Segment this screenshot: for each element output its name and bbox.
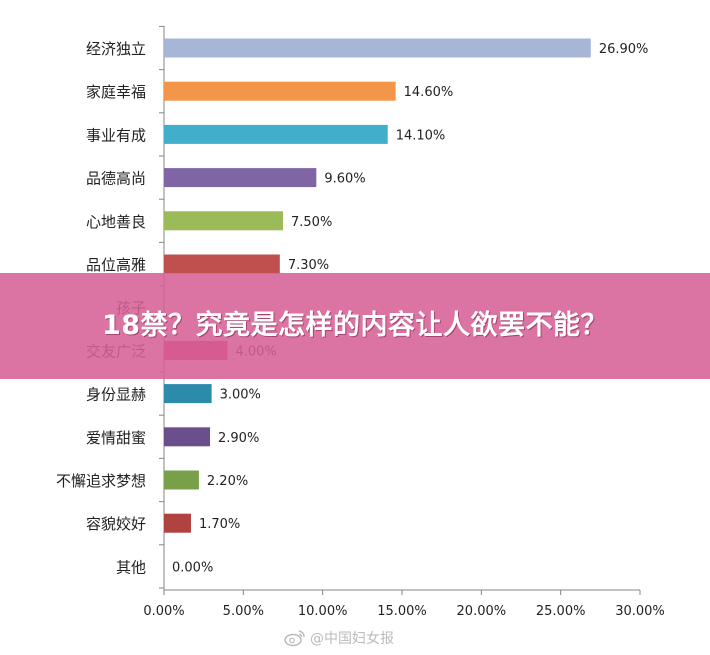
x-tick-label: 10.00% bbox=[298, 604, 348, 619]
data-label: 3.00% bbox=[220, 388, 261, 403]
category-label: 心地善良 bbox=[86, 213, 146, 231]
data-label: 2.20% bbox=[207, 474, 248, 489]
data-label: 7.30% bbox=[288, 258, 329, 273]
watermark: @中国妇女报 bbox=[284, 626, 394, 650]
x-tick-label: 20.00% bbox=[457, 604, 507, 619]
data-label: 9.60% bbox=[324, 172, 365, 187]
data-label: 1.70% bbox=[199, 517, 240, 532]
headline-text[interactable]: 18禁？究竟是怎样的内容让人欲罢不能？ bbox=[101, 310, 609, 341]
bar bbox=[164, 81, 396, 101]
bar bbox=[164, 254, 280, 274]
category-label: 其他 bbox=[116, 558, 146, 576]
x-tick-label: 30.00% bbox=[615, 604, 665, 619]
bar bbox=[164, 168, 317, 188]
data-label: 0.00% bbox=[172, 560, 213, 575]
x-tick-label: 25.00% bbox=[536, 604, 586, 619]
bar bbox=[164, 38, 591, 58]
data-label: 7.50% bbox=[291, 215, 332, 230]
weibo-icon bbox=[284, 629, 306, 647]
category-label: 事业有成 bbox=[86, 126, 146, 144]
x-tick-label: 5.00% bbox=[223, 604, 264, 619]
bar bbox=[164, 513, 191, 533]
data-label: 14.60% bbox=[404, 85, 454, 100]
headline-banner[interactable]: 18禁？究竟是怎样的内容让人欲罢不能？ bbox=[0, 273, 710, 379]
category-label: 品位高雅 bbox=[86, 256, 146, 274]
x-tick-label: 0.00% bbox=[143, 604, 184, 619]
bar bbox=[164, 124, 388, 144]
bar bbox=[164, 211, 283, 231]
data-label: 14.10% bbox=[396, 128, 446, 143]
category-label: 不懈追求梦想 bbox=[56, 472, 146, 490]
data-label: 2.90% bbox=[218, 431, 259, 446]
bar bbox=[164, 427, 211, 447]
category-label: 身份显赫 bbox=[86, 386, 146, 404]
category-label: 品德高尚 bbox=[86, 170, 146, 188]
category-label: 家庭幸福 bbox=[86, 83, 146, 101]
bar bbox=[164, 384, 212, 404]
data-label: 26.90% bbox=[599, 42, 649, 57]
watermark-text: @中国妇女报 bbox=[310, 631, 394, 647]
x-tick-label: 15.00% bbox=[377, 604, 427, 619]
category-label: 容貌姣好 bbox=[86, 515, 146, 533]
category-label: 爱情甜蜜 bbox=[86, 429, 146, 447]
bar bbox=[164, 470, 199, 490]
category-label: 经济独立 bbox=[86, 40, 146, 58]
